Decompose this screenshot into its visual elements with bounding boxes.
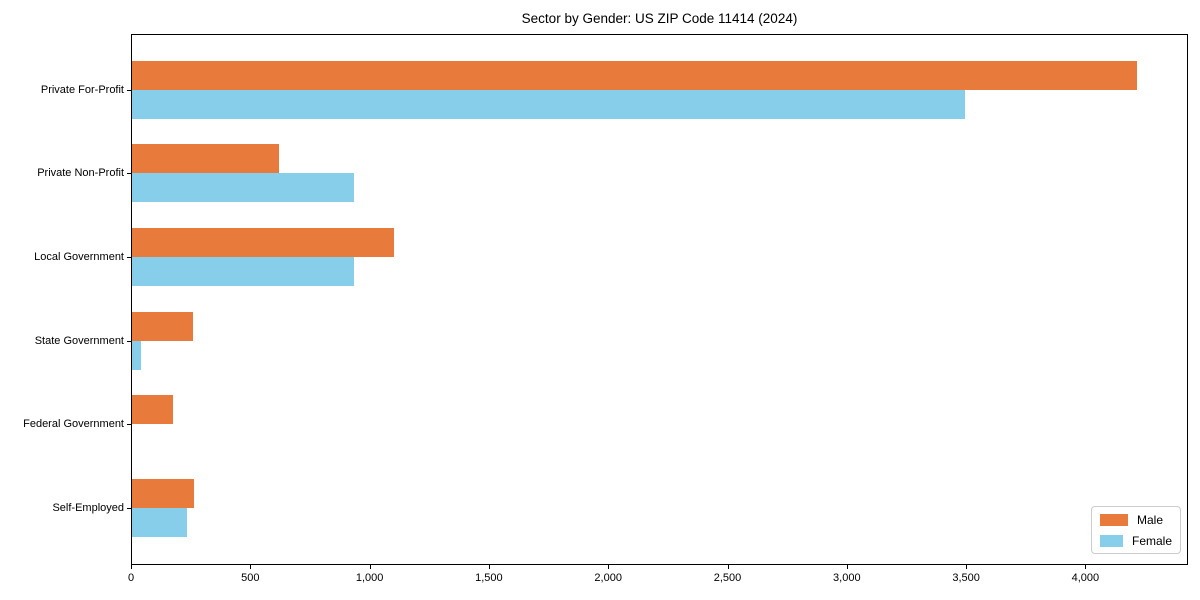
y-axis-label-federal-government: Federal Government	[23, 418, 124, 431]
x-axis-tick-label: 3,500	[952, 572, 980, 584]
plot-area	[131, 34, 1188, 565]
x-axis-tick-mark	[369, 565, 371, 569]
x-axis-tick-label: 1,500	[475, 572, 503, 584]
bar-female-local-government	[132, 256, 354, 286]
x-axis-tick-label: 1,000	[355, 572, 384, 584]
y-axis-label-self-employed: Self-Employed	[52, 502, 124, 514]
legend-swatch-female	[1100, 534, 1123, 547]
y-axis-label-private-non-profit: Private Non-Profit	[37, 167, 124, 180]
x-axis-tick-label: 500	[241, 572, 260, 584]
bar-male-private-for-profit	[132, 60, 1137, 90]
x-axis-tick-mark	[727, 565, 729, 569]
y-axis-label-local-government: Local Government	[34, 250, 124, 263]
legend-item-female: Female	[1100, 534, 1172, 548]
y-axis-tick-mark	[127, 256, 131, 258]
x-axis-tick-label: 0	[127, 572, 135, 584]
y-axis-tick-mark	[127, 89, 131, 91]
y-axis-tick-mark	[127, 424, 131, 426]
x-axis-tick-mark	[131, 565, 132, 569]
x-axis-tick-label: 2,000	[594, 572, 622, 584]
x-axis-tick-mark	[488, 565, 490, 569]
bar-male-self-employed	[132, 479, 195, 508]
x-axis-tick-mark	[966, 565, 968, 569]
x-axis-tick-mark	[250, 565, 252, 569]
y-axis-label-private-for-profit: Private For-Profit	[40, 83, 124, 96]
bar-female-private-non-profit	[132, 173, 354, 203]
bar-male-state-government	[132, 311, 193, 341]
bar-female-private-for-profit	[132, 89, 965, 119]
x-axis-tick-mark	[608, 565, 610, 569]
x-axis-tick-label: 3,000	[833, 572, 861, 584]
bar-male-private-non-profit	[132, 144, 279, 174]
legend-item-male: Male	[1100, 513, 1172, 527]
legend-label-male: Male	[1137, 512, 1164, 527]
bar-male-federal-government	[132, 395, 173, 425]
y-axis-tick-mark	[127, 173, 131, 175]
legend-label-female: Female	[1131, 533, 1172, 548]
bar-male-local-government	[132, 227, 395, 257]
y-axis-tick-mark	[127, 340, 131, 342]
x-axis-tick-mark	[846, 565, 848, 569]
x-axis-tick-label: 2,500	[713, 572, 742, 584]
chart-title: Sector by Gender: US ZIP Code 11414 (202…	[521, 11, 798, 26]
x-axis-tick-mark	[1085, 565, 1087, 569]
legend-swatch-male	[1100, 513, 1128, 526]
legend: Male Female	[1091, 506, 1181, 554]
bar-female-state-government	[132, 340, 141, 370]
y-axis-label-state-government: State Government	[34, 334, 124, 347]
bar-female-self-employed	[132, 508, 187, 537]
y-axis-tick-mark	[127, 508, 131, 509]
x-axis-tick-label: 4,000	[1071, 572, 1100, 584]
